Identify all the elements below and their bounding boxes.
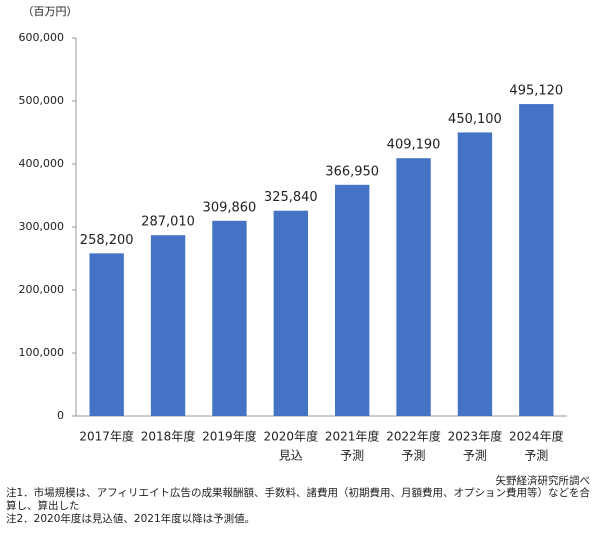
y-tick-label: 200,000 (19, 283, 65, 296)
x-tick-label: 2022年度 (386, 429, 441, 444)
bar (396, 158, 431, 416)
bar (273, 210, 308, 416)
value-label: 366,950 (325, 164, 379, 179)
y-tick-label: 500,000 (19, 94, 65, 107)
notes: 注1．市場規模は、アフィリエイト広告の成果報酬額、手数料、諸費用（初期費用、月額… (6, 487, 594, 526)
value-label: 450,100 (448, 112, 502, 127)
value-label: 325,840 (264, 190, 318, 205)
bar (150, 235, 186, 416)
x-tick-label: 2019年度 (202, 429, 257, 444)
x-tick-label: 2018年度 (141, 429, 196, 444)
chart: （百万円） 0 100,000 200,000 300,000 400,000 500,0… (19, 5, 567, 463)
x-tick-label: 2020年度 (264, 429, 319, 444)
value-label: 287,010 (141, 215, 195, 230)
bar (212, 220, 247, 416)
y-tick-label: 400,000 (19, 157, 65, 170)
x-tick-label: 2021年度 (325, 429, 380, 444)
y-tick-label: 0 (57, 409, 64, 422)
note: 注1．市場規模は、アフィリエイト広告の成果報酬額、手数料、諸費用（初期費用、月額… (6, 487, 590, 512)
note: 注2．2020年度は見込値、2021年度以降は予測値。 (6, 513, 256, 525)
x-tick-sublabel: 予測 (402, 449, 426, 463)
y-unit-label: （百万円） (23, 5, 78, 18)
x-tick-sublabel: 予測 (463, 449, 487, 463)
bar (457, 132, 493, 416)
bar (335, 184, 370, 416)
bar (89, 253, 124, 416)
x-tick-label: 2024年度 (509, 429, 564, 444)
x-tick-sublabel: 予測 (524, 449, 548, 463)
x-tick-label: 2023年度 (448, 429, 503, 444)
y-tick-label: 600,000 (19, 31, 65, 44)
source: 矢野経済研究所調べ (495, 475, 591, 487)
x-tick-sublabel: 予測 (340, 449, 364, 463)
value-label: 258,200 (80, 233, 134, 248)
bar (519, 104, 554, 416)
value-label: 409,190 (387, 138, 441, 153)
x-tick-sublabel: 見込 (279, 449, 303, 463)
y-tick-label: 100,000 (19, 346, 65, 359)
x-tick-label: 2017年度 (79, 429, 134, 444)
y-tick-label: 300,000 (19, 220, 65, 233)
value-label: 495,120 (509, 84, 563, 99)
value-label: 309,860 (203, 200, 257, 215)
